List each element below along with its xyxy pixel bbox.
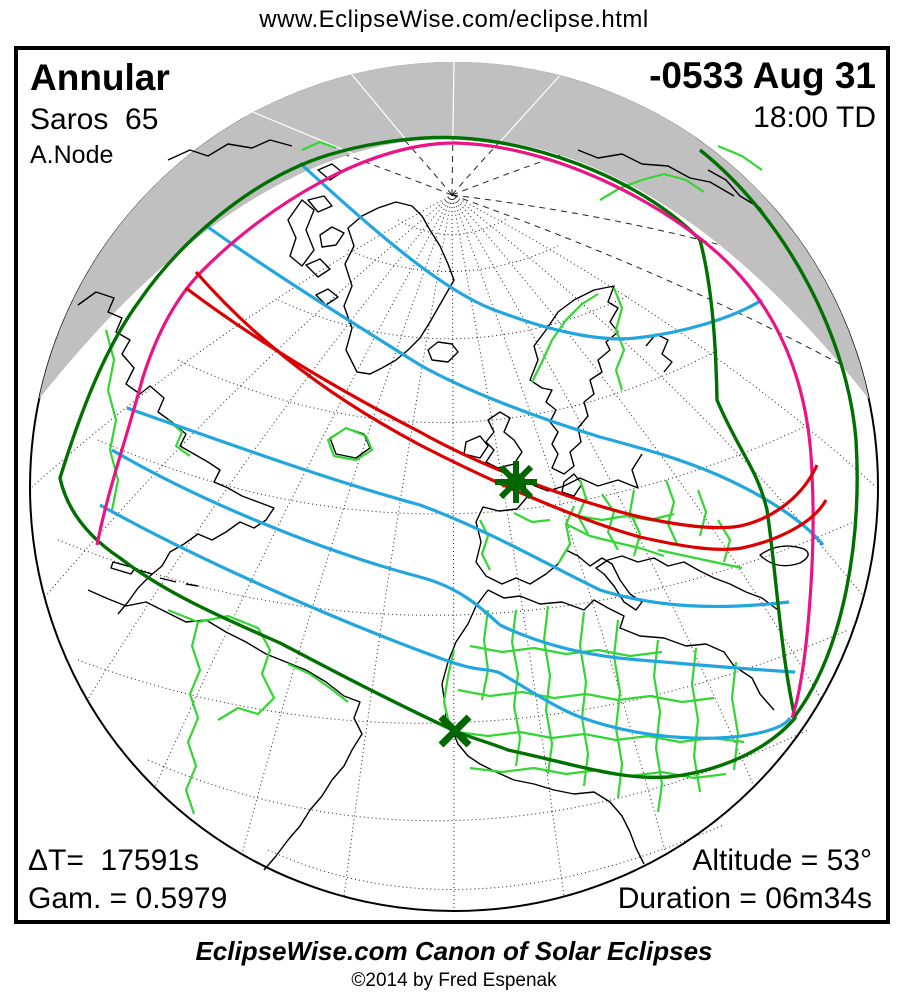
globe-map <box>29 61 879 912</box>
eclipse-type-label: Annular <box>30 57 170 98</box>
sub-solar-x-icon <box>438 714 472 748</box>
greatest-eclipse-asterisk-icon <box>495 461 537 503</box>
time-label: 18:00 TD <box>753 101 876 134</box>
delta-t-label: ΔT= 17591s <box>28 844 199 877</box>
country-borders <box>104 140 763 815</box>
coastlines <box>77 139 809 871</box>
page-title-url: www.EclipseWise.com/eclipse.html <box>259 6 649 33</box>
footer-title: EclipseWise.com Canon of Solar Eclipses <box>195 936 713 966</box>
graticule-parallels <box>57 217 859 891</box>
node-label: A.Node <box>30 141 114 169</box>
magnitude-contour-lines <box>99 161 825 740</box>
penumbra-limit-curves <box>58 135 859 780</box>
gamma-label: Gam. = 0.5979 <box>28 882 228 915</box>
saros-label: Saros 65 <box>30 103 159 136</box>
duration-label: Duration = 06m34s <box>617 882 872 915</box>
footer-copyright: ©2014 by Fred Espenak <box>351 970 557 991</box>
date-label: -0533 Aug 31 <box>649 55 876 96</box>
night-shade <box>39 61 869 399</box>
map-frame <box>14 46 890 924</box>
central-path <box>185 270 828 551</box>
altitude-label: Altitude = 53° <box>692 844 872 877</box>
